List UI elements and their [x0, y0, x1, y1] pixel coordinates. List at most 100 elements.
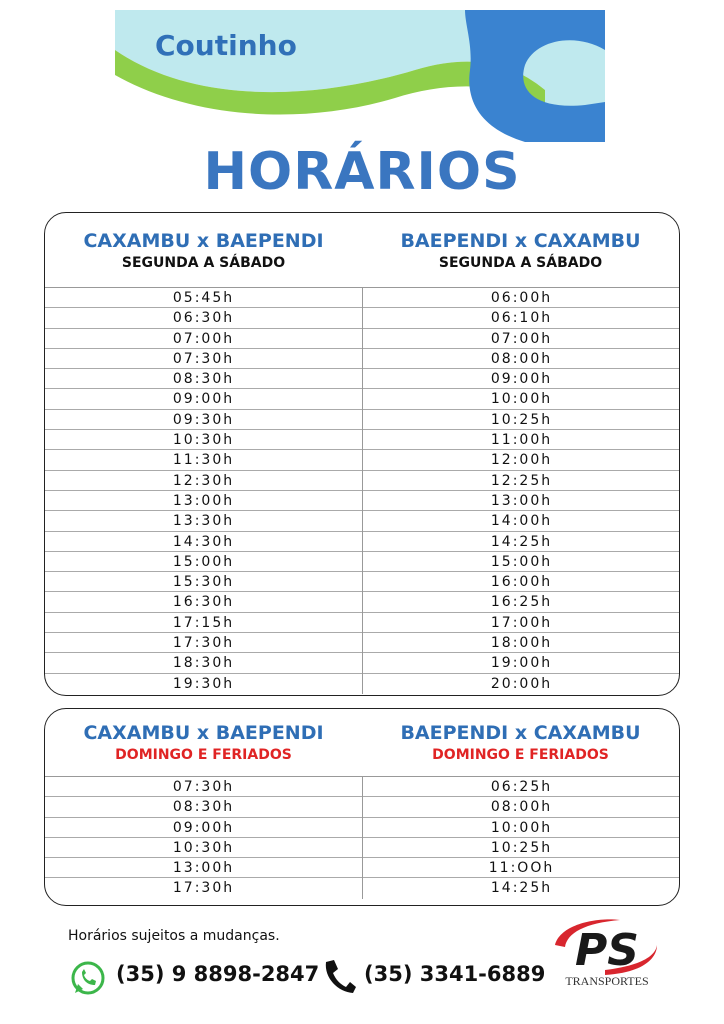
time: 09:00h	[362, 369, 679, 390]
time: 14:25h	[362, 531, 679, 552]
time: 06:30h	[172, 310, 235, 327]
time: 17:00h	[362, 612, 679, 634]
company-name: PS	[575, 925, 639, 976]
time-row: 07:00h 07:00h	[45, 328, 679, 349]
time: 15:30h	[172, 574, 235, 591]
time-row: 08:30h 09:00h	[45, 369, 679, 390]
time: 12:25h	[362, 470, 679, 491]
time-row: 09:00h 10:00h	[45, 389, 679, 410]
time: 17:30h	[172, 880, 235, 897]
logo-name: Coutinho	[155, 29, 297, 62]
time: 06:10h	[362, 308, 679, 329]
days: DOMINGO E FERIADOS	[432, 747, 609, 763]
days: DOMINGO E FERIADOS	[115, 747, 292, 763]
time-row: 09:00h 10:00h	[45, 817, 679, 838]
time: 07:00h	[172, 330, 235, 347]
time-row: 17:30h 18:00h	[45, 633, 679, 654]
time-row: 09:30h 10:25h	[45, 409, 679, 431]
column-header: BAEPENDI x CAXAMBU SEGUNDA A SÁBADO	[362, 229, 679, 273]
column-header: CAXAMBU x BAEPENDI DOMINGO E FERIADOS	[45, 721, 362, 765]
time-row: 18:30h 19:00h	[45, 653, 679, 674]
time-row: 15:00h 15:00h	[45, 551, 679, 573]
title: HORÁRIOS	[203, 142, 521, 202]
time: 15:00h	[172, 553, 235, 570]
time: 16:25h	[362, 592, 679, 613]
time: 09:00h	[172, 391, 235, 408]
time: 07:30h	[172, 779, 235, 795]
time: 20:00h	[362, 673, 679, 694]
time: 10:25h	[362, 837, 679, 859]
time: 15:00h	[362, 551, 679, 573]
time-rows: 05:45h 06:00h 06:30h 06:10h 07:00h 07:00h 07:3…	[45, 287, 679, 694]
time-row: 12:30h 12:25h	[45, 470, 679, 491]
time: 18:30h	[172, 655, 235, 672]
time: 05:45h	[172, 290, 235, 306]
company-tagline: TRANSPORTES	[565, 974, 648, 988]
time-row: 07:30h 08:00h	[45, 348, 679, 370]
time-row: 15:30h 16:00h	[45, 572, 679, 593]
time-row: 17:30h 14:25h	[45, 878, 679, 899]
time: 14:00h	[362, 511, 679, 532]
time-rows: 07:30h 06:25h 08:30h 08:00h 09:00h 10:00h 10:3…	[45, 776, 679, 899]
time: 08:00h	[362, 797, 679, 818]
time: 08:00h	[362, 348, 679, 370]
days: SEGUNDA A SÁBADO	[121, 255, 286, 271]
time: 10:30h	[172, 432, 235, 449]
time: 11:00h	[362, 430, 679, 451]
whatsapp-number: (35) 9 8898-2847	[116, 962, 320, 986]
time: 13:30h	[172, 513, 235, 530]
time: 09:30h	[172, 411, 235, 428]
time: 13:00h	[172, 492, 235, 509]
phone-number: (35) 3341-6889	[364, 962, 546, 986]
time-row: 13:30h 14:00h	[45, 511, 679, 532]
phone-icon	[325, 960, 356, 993]
whatsapp-icon	[71, 961, 105, 995]
time: 12:30h	[172, 472, 235, 489]
time-row: 13:00h 11:OOh	[45, 858, 679, 879]
time-row: 16:30h 16:25h	[45, 592, 679, 613]
time-row: 10:30h 11:00h	[45, 430, 679, 451]
time: 10:00h	[362, 817, 679, 838]
logo-c	[465, 10, 605, 142]
time: 16:30h	[172, 594, 235, 611]
time-row: 05:45h 06:00h	[45, 288, 679, 309]
time: 06:00h	[362, 288, 679, 309]
route: CAXAMBU x BAEPENDI	[83, 230, 324, 252]
time-row: 10:30h 10:25h	[45, 837, 679, 859]
time-row: 11:30h 12:00h	[45, 450, 679, 471]
time: 08:30h	[172, 371, 235, 388]
logo: Coutinho	[115, 10, 605, 142]
route: BAEPENDI x CAXAMBU	[400, 230, 641, 252]
time-row: 08:30h 08:00h	[45, 797, 679, 818]
company-logo: PS TRANSPORTES	[555, 919, 657, 988]
time: 06:25h	[362, 777, 679, 798]
schedule-box: CAXAMBU x BAEPENDI DOMINGO E FERIADOS BAEP…	[44, 708, 680, 906]
time: 13:00h	[362, 490, 679, 512]
route: BAEPENDI x CAXAMBU	[400, 722, 641, 744]
time: 16:00h	[362, 572, 679, 593]
time: 07:30h	[172, 350, 235, 367]
time-row: 14:30h 14:25h	[45, 531, 679, 552]
days: SEGUNDA A SÁBADO	[438, 255, 603, 271]
time: 19:30h	[172, 675, 235, 692]
time: 08:30h	[172, 799, 235, 816]
time: 11:OOh	[362, 858, 679, 879]
time: 10:00h	[362, 389, 679, 410]
time-row: 13:00h 13:00h	[45, 490, 679, 512]
time: 17:15h	[172, 614, 235, 631]
time: 17:30h	[172, 635, 235, 652]
time: 10:25h	[362, 409, 679, 431]
time: 14:25h	[362, 878, 679, 899]
time: 19:00h	[362, 653, 679, 674]
logo-green-band	[115, 50, 545, 115]
time: 14:30h	[172, 533, 235, 550]
time: 07:00h	[362, 328, 679, 349]
time: 18:00h	[362, 633, 679, 654]
time-row: 06:30h 06:10h	[45, 308, 679, 329]
column-header: CAXAMBU x BAEPENDI SEGUNDA A SÁBADO	[45, 229, 362, 273]
time: 13:00h	[172, 860, 235, 877]
time-row: 17:15h 17:00h	[45, 612, 679, 634]
note: Horários sujeitos a mudanças.	[68, 928, 280, 944]
time: 09:00h	[172, 819, 235, 836]
